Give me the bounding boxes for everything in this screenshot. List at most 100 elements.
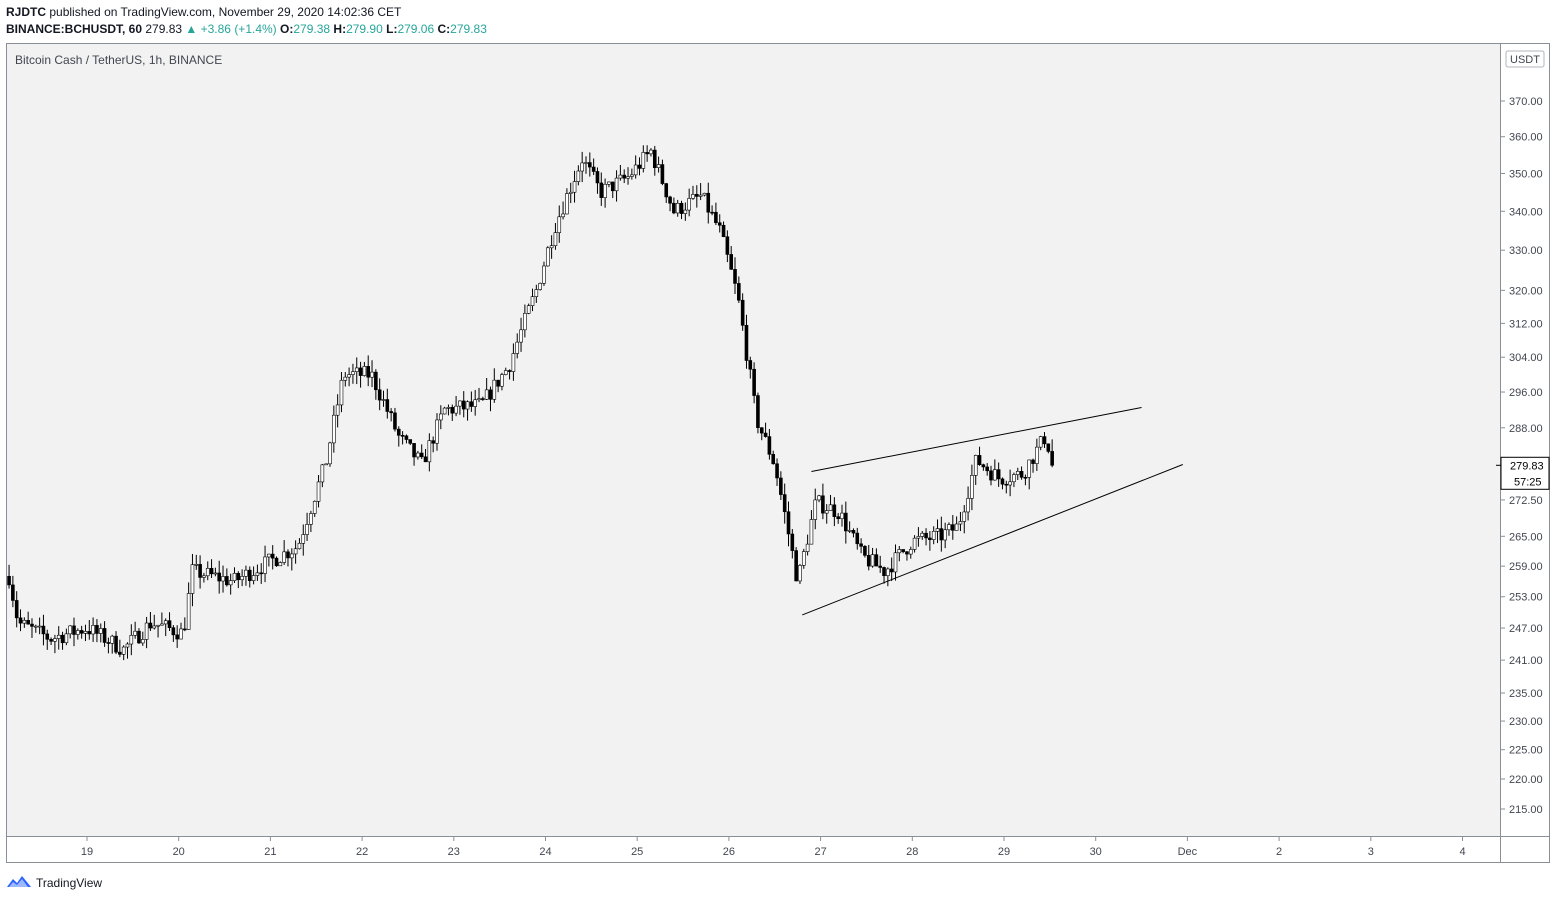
candle-down <box>866 555 871 567</box>
candle-up <box>683 209 688 214</box>
candle-up <box>22 620 27 624</box>
candle-up <box>966 498 970 513</box>
price-axis-label: 312.00 <box>1509 318 1543 330</box>
candle-up <box>840 512 844 520</box>
candle-up <box>312 501 317 514</box>
ohlc-legend: BINANCE:BCHUSDT, 60 279.83 ▲ +3.86 (+1.4… <box>6 22 487 36</box>
candle-up <box>309 513 313 525</box>
candle-up <box>362 366 367 376</box>
candle-down <box>408 439 413 444</box>
candle-up <box>958 521 963 525</box>
candle-up <box>809 519 814 545</box>
price-axis-label: 225.00 <box>1509 745 1543 757</box>
candle-up <box>817 495 821 501</box>
candle-up <box>465 401 470 410</box>
candle-up <box>538 283 542 290</box>
candle-up <box>297 542 302 550</box>
time-axis-label: 24 <box>539 846 551 858</box>
time-axis-label: 20 <box>173 846 185 858</box>
candle-down <box>95 625 99 634</box>
candle-up <box>526 305 531 314</box>
candle-up <box>576 170 581 182</box>
candle-down <box>106 642 111 644</box>
candle-down <box>30 623 34 627</box>
candle-down <box>725 236 730 255</box>
candle-down <box>358 367 363 376</box>
candle-up <box>328 442 332 465</box>
candle-down <box>450 407 455 414</box>
candle-down <box>148 622 153 629</box>
candle-down <box>652 149 657 168</box>
candle-down <box>175 634 179 640</box>
tradingview-logo-icon <box>6 874 32 891</box>
low-label: L: <box>386 22 398 36</box>
candle-up <box>649 149 653 155</box>
plot-area[interactable] <box>7 44 1500 836</box>
candle-down <box>832 504 837 517</box>
price-axis-label: 235.00 <box>1509 688 1543 700</box>
candle-down <box>507 370 512 372</box>
time-axis[interactable]: 19 20 21 22 23 24 25 26 27 28 29 30 Dec 2 3 4 <box>81 836 1466 858</box>
candle-up <box>255 572 260 576</box>
candle-down <box>660 164 665 184</box>
symbol-label[interactable]: BINANCE:BCHUSDT, 60 <box>6 22 143 36</box>
candle-down <box>11 584 15 601</box>
candle-down <box>400 435 405 437</box>
candle-down <box>851 530 856 534</box>
candle-down <box>41 625 46 635</box>
candle-up <box>381 399 386 401</box>
candle-down <box>595 171 600 184</box>
candle-up <box>83 631 88 634</box>
candle-up <box>568 191 573 194</box>
candle-down <box>114 635 118 653</box>
candle-up <box>1038 436 1043 448</box>
candle-down <box>26 620 30 625</box>
publisher-name[interactable]: RJDTC <box>6 5 47 19</box>
candle-down <box>274 557 279 567</box>
trendline-upper[interactable] <box>811 407 1142 472</box>
candle-down <box>79 630 84 634</box>
candle-up <box>503 370 508 375</box>
candle-up <box>278 562 283 567</box>
chart-frame <box>6 43 1550 863</box>
tradingview-brand[interactable]: TradingView <box>6 874 102 891</box>
candle-up <box>553 232 558 247</box>
candle-down <box>714 211 718 224</box>
candle-down <box>981 464 986 468</box>
candle-down <box>217 572 222 582</box>
price-axis-label: 296.00 <box>1509 387 1543 399</box>
candle-up <box>1027 459 1032 478</box>
candle-up <box>523 313 527 331</box>
trendline-lower[interactable] <box>802 464 1183 616</box>
chart-title: Bitcoin Cash / TetherUS, 1h, BINANCE <box>15 53 223 67</box>
candle-up <box>68 625 72 635</box>
price-axis-label: 259.00 <box>1509 561 1543 573</box>
candle-up <box>897 549 902 554</box>
candle-up <box>228 580 233 586</box>
candle-down <box>286 551 290 559</box>
candle-down <box>461 400 466 410</box>
candle-up <box>416 452 420 458</box>
candle-down <box>419 452 424 458</box>
price-axis[interactable]: 370.00 360.00 350.00 340.00 330.00 320.00 312.… <box>1500 96 1543 816</box>
candle-up <box>702 192 707 196</box>
candle-down <box>668 196 672 204</box>
candle-down <box>740 299 745 326</box>
candle-up <box>282 551 286 563</box>
candle-down <box>855 532 860 545</box>
candle-up <box>691 194 695 199</box>
currency-badge[interactable]: USDT <box>1505 50 1545 68</box>
candle-up <box>133 630 137 636</box>
candle-up <box>565 193 569 215</box>
candle-up <box>618 174 623 179</box>
time-axis-label: 27 <box>814 846 826 858</box>
candle-down <box>167 620 172 628</box>
candle-down <box>183 628 187 631</box>
candle-up <box>190 564 195 594</box>
candle-down <box>859 543 863 547</box>
candle-up <box>332 414 336 444</box>
candle-up <box>129 634 134 645</box>
candle-up <box>251 575 256 581</box>
candle-down <box>771 454 776 465</box>
